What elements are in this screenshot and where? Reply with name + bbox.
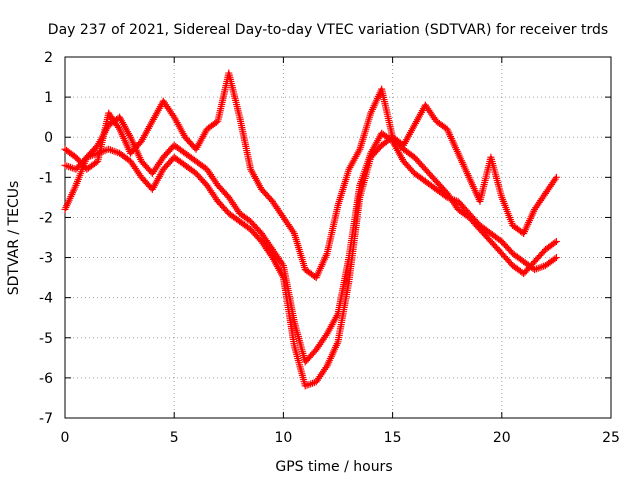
y-axis-title: SDTVAR / TECUs [6, 181, 22, 296]
grid [65, 57, 611, 418]
y-tick-label: 0 [44, 130, 53, 146]
y-tick-label: -4 [39, 291, 53, 307]
x-tick-label: 15 [384, 430, 402, 446]
y-tick-label: -1 [39, 170, 53, 186]
series-track-3 [61, 69, 560, 282]
y-tick-label: 1 [44, 90, 53, 106]
x-axis-title: GPS time / hours [275, 459, 392, 475]
data-point [551, 239, 559, 247]
x-tick-label: 5 [170, 430, 179, 446]
x-tick-label: 0 [61, 430, 70, 446]
x-tick-label: 25 [602, 430, 620, 446]
series-track-2 [61, 133, 560, 390]
y-tick-label: -3 [39, 251, 53, 267]
x-tick-label: 20 [493, 430, 511, 446]
y-tick-label: -6 [39, 371, 53, 387]
data-point [552, 238, 560, 246]
plot-frame [64, 56, 612, 419]
data-marks [61, 69, 560, 390]
series-track-1 [61, 113, 560, 366]
data-point [552, 254, 560, 262]
chart-title: Day 237 of 2021, Sidereal Day-to-day VTE… [48, 22, 608, 38]
y-tick-label: 2 [44, 50, 53, 66]
data-point [552, 173, 560, 181]
data-point [551, 255, 559, 263]
y-tick-label: -7 [39, 411, 53, 427]
x-tick-label: 10 [274, 430, 292, 446]
y-tick-label: -5 [39, 331, 53, 347]
y-tick-label: -2 [39, 210, 53, 226]
